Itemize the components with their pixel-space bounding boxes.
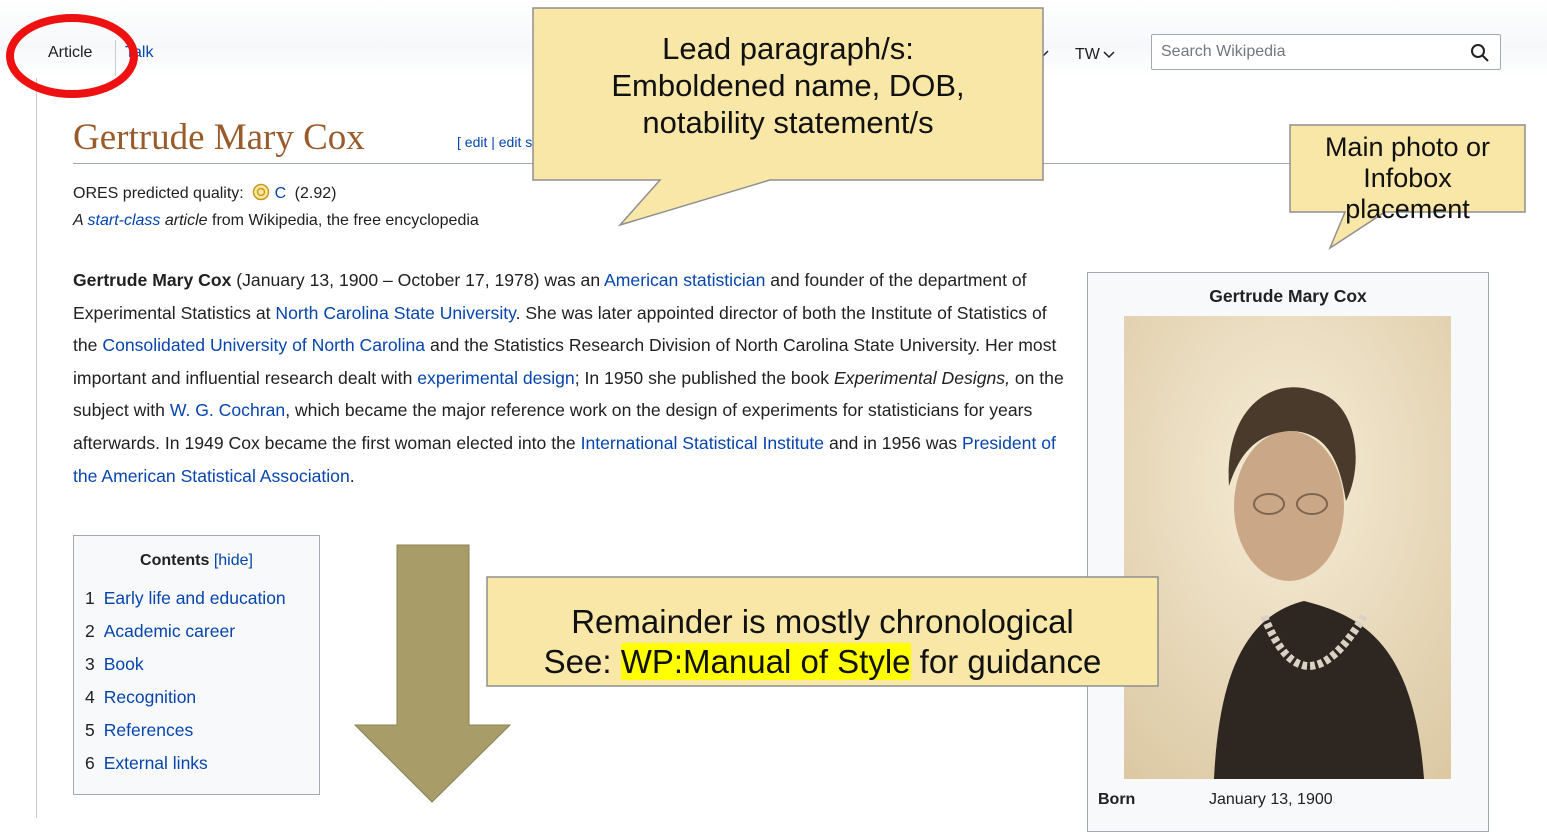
text-plain: from Wikipedia, the free encyclopedia	[208, 212, 479, 229]
toc-number: 1	[85, 588, 95, 608]
text-plain: and in 1956 was	[824, 433, 962, 453]
text-italic: Experimental Designs,	[834, 368, 1010, 388]
infobox: Gertrude Mary Cox Born January 13, 1900	[1087, 272, 1489, 832]
ores-grade[interactable]: C	[275, 185, 287, 202]
subtitle: A start-class article from Wikipedia, th…	[73, 212, 479, 230]
toc-item: 6 External links	[85, 753, 208, 774]
ores-icon	[252, 183, 270, 201]
toc-number: 4	[85, 687, 95, 707]
infobox-title: Gertrude Mary Cox	[1088, 286, 1488, 307]
text-plain: See:	[544, 643, 621, 680]
search-icon[interactable]	[1470, 43, 1490, 63]
ores-line: ORES predicted quality: C (2.92)	[73, 183, 336, 203]
toc-item: 3 Book	[85, 654, 144, 675]
callout-line: notability statement/s	[533, 104, 1043, 141]
toc-number: 5	[85, 720, 95, 740]
text-link[interactable]: American	[604, 270, 678, 290]
text-link[interactable]: Consolidated University of North Carolin…	[102, 335, 425, 355]
talk-tab[interactable]: Talk	[125, 44, 153, 62]
text-plain: (January 13, 1900 – October 17, 1978) wa…	[231, 270, 604, 290]
toc-header: Contents [hide]	[74, 552, 319, 570]
lead-callout-text: Lead paragraph/s:Emboldened name, DOB,no…	[533, 30, 1043, 141]
text-link[interactable]: experimental design	[417, 368, 574, 388]
text-italic-link[interactable]: start-class	[88, 212, 161, 229]
text-link[interactable]: statistician	[683, 270, 765, 290]
toc-item: 5 References	[85, 720, 193, 741]
callout-line: See: WP:Manual of Style for guidance	[487, 642, 1158, 682]
toc-item: 1 Early life and education	[85, 588, 286, 609]
tools-menu[interactable]: TW	[1075, 46, 1100, 64]
born-value: January 13, 1900	[1209, 791, 1333, 809]
article-tab[interactable]: Article	[48, 44, 92, 62]
toc-link[interactable]: Early life and education	[104, 588, 286, 608]
toc-number: 2	[85, 621, 95, 641]
ores-label: ORES predicted quality:	[73, 185, 244, 202]
page: {"nav": {"tabs": ["Article", "Talk"], "t…	[0, 0, 1547, 818]
text-highlight: WP:Manual of Style	[621, 643, 911, 680]
callout-line: Remainder is mostly chronological	[487, 602, 1158, 642]
text-link[interactable]: International Statistical Institute	[581, 433, 825, 453]
toc-title: Contents	[140, 552, 209, 569]
tab-separator	[115, 40, 116, 76]
toc-number: 6	[85, 753, 95, 773]
text-plain: Remainder is mostly chronological	[571, 603, 1074, 640]
tools-chevron	[1102, 49, 1116, 61]
born-label: Born	[1098, 791, 1135, 809]
text-link[interactable]: North Carolina State University	[275, 303, 515, 323]
search-box[interactable]: Search Wikipedia	[1151, 34, 1501, 70]
callout-line: Emboldened name, DOB,	[533, 67, 1043, 104]
text-link[interactable]: W. G. Cochran	[170, 400, 285, 420]
callout-line: Main photo or	[1290, 132, 1525, 163]
toc-link[interactable]: External links	[104, 753, 208, 773]
toc-item: 4 Recognition	[85, 687, 196, 708]
page-title: Gertrude Mary Cox	[73, 116, 365, 159]
callout-line: placement	[1290, 194, 1525, 225]
text-italic: article	[160, 212, 207, 229]
ores-score: (2.92)	[295, 185, 337, 202]
toc-link[interactable]: Academic career	[104, 621, 235, 641]
text-plain: ; In 1950 she published the book	[575, 368, 834, 388]
toc-link[interactable]: Recognition	[104, 687, 196, 707]
content-border	[36, 78, 37, 818]
callout-line: Infobox	[1290, 163, 1525, 194]
toc-link[interactable]: Book	[104, 654, 144, 674]
search-placeholder: Search Wikipedia	[1161, 43, 1286, 61]
toc-item: 2 Academic career	[85, 621, 235, 642]
text-plain: .	[350, 466, 355, 486]
title-rule	[73, 163, 1501, 164]
toc-number: 3	[85, 654, 95, 674]
infobox-photo[interactable]	[1124, 316, 1451, 779]
text-italic: A	[73, 212, 88, 229]
text-plain: for guidance	[911, 643, 1102, 680]
callout-line: Lead paragraph/s:	[533, 30, 1043, 67]
table-of-contents: Contents [hide] 1 Early life and educatio…	[73, 535, 320, 795]
toc-toggle[interactable]: [hide]	[214, 552, 253, 569]
text-bold: Gertrude Mary Cox	[73, 270, 231, 290]
toc-link[interactable]: References	[104, 720, 194, 740]
lead-paragraph: Gertrude Mary Cox (January 13, 1900 – Oc…	[73, 264, 1073, 492]
